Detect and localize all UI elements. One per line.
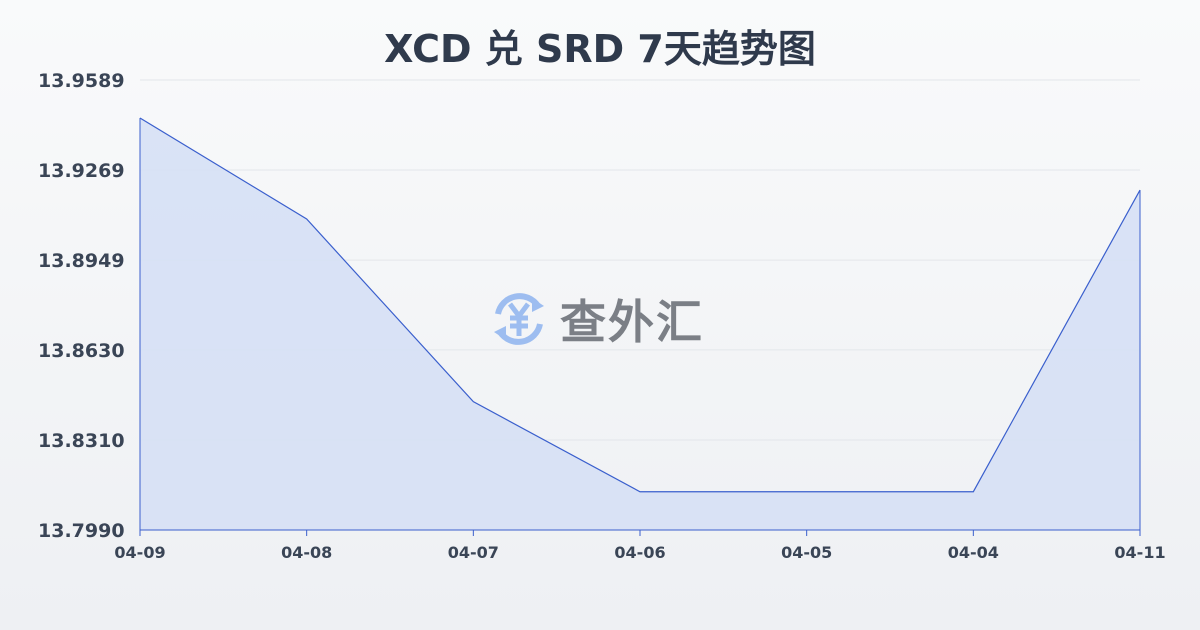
chart-title: XCD 兑 SRD 7天趋势图 [384, 27, 816, 71]
y-tick-label: 13.7990 [38, 520, 125, 542]
x-tick-label: 04-08 [281, 543, 332, 562]
x-tick-label: 04-11 [1114, 543, 1165, 562]
area-fill [140, 117, 1140, 530]
watermark-text: 查外汇 [560, 295, 704, 349]
y-tick-label: 13.9269 [38, 160, 125, 182]
y-tick-label: 13.9589 [38, 70, 125, 92]
x-tick-label: 04-04 [948, 543, 999, 562]
x-tick-label: 04-07 [448, 543, 499, 562]
y-tick-label: 13.8310 [38, 430, 125, 452]
y-tick-label: 13.8949 [38, 250, 125, 272]
x-tick-label: 04-09 [114, 543, 165, 562]
x-tick-label: 04-05 [781, 543, 832, 562]
watermark: 查外汇 [488, 286, 704, 352]
yen-exchange-icon [494, 293, 544, 345]
y-tick-label: 13.8630 [38, 340, 125, 362]
x-tick-label: 04-06 [614, 543, 665, 562]
